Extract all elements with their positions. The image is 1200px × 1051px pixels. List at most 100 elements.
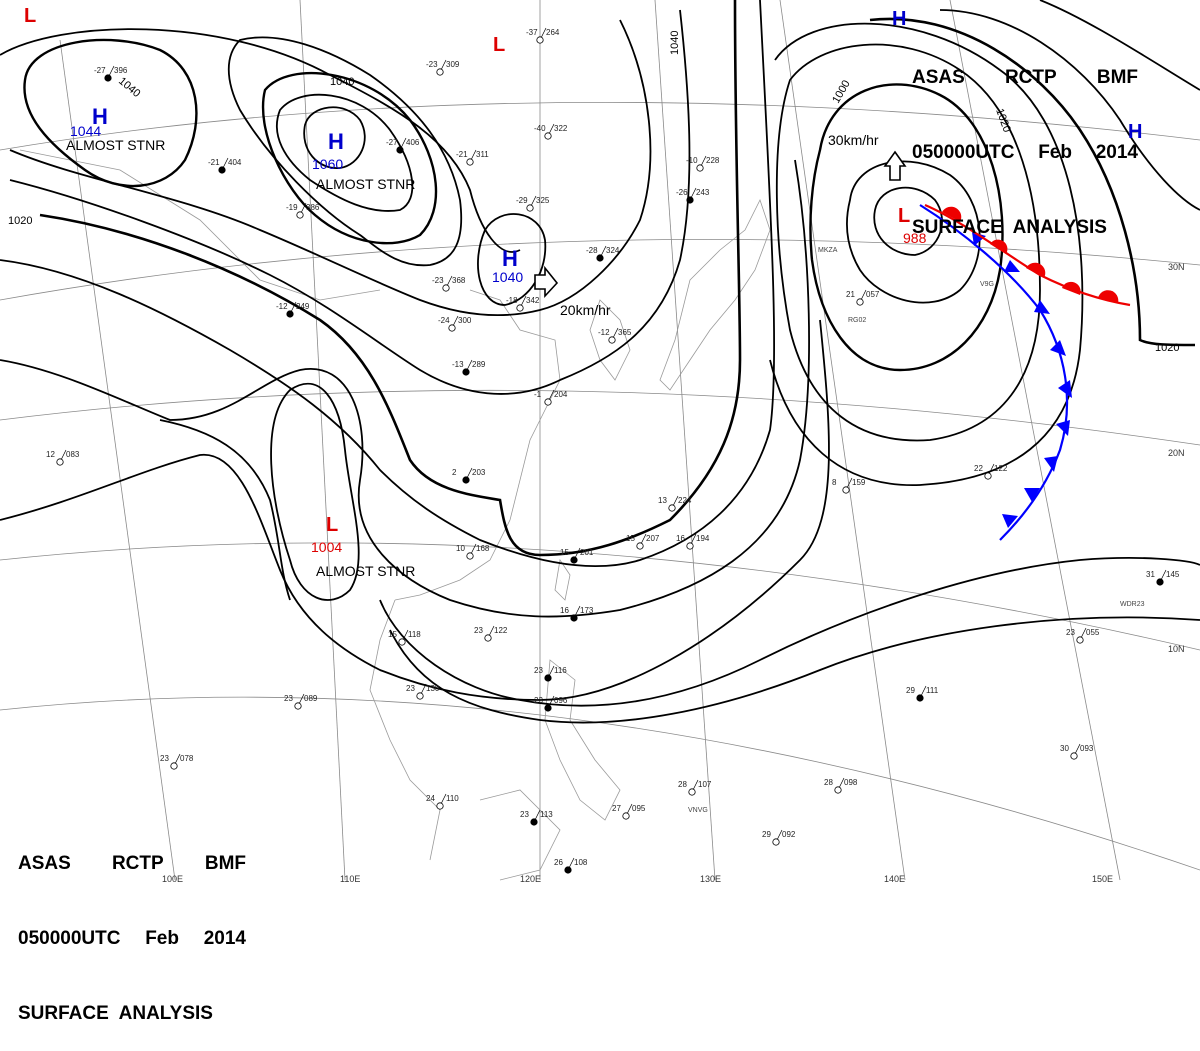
station-circle — [570, 556, 578, 564]
station-plot: 8 159 — [832, 477, 866, 494]
station-pressure: 113 — [540, 810, 553, 819]
warm-front-bump — [1026, 262, 1046, 278]
isobar-label: 1020 — [1155, 342, 1179, 354]
low-center-value: 988 — [903, 230, 927, 246]
motion-note: 20km/hr — [560, 302, 611, 318]
station-temp: 13 — [658, 496, 667, 505]
station-circle — [516, 304, 524, 312]
low-center-symbol: L — [24, 5, 36, 27]
center-annotations: ALMOST STNR ALMOST STNR 20km/hr 30km/hr … — [66, 132, 879, 579]
station-circle — [1070, 752, 1078, 760]
station-circle — [396, 146, 404, 154]
station-temp: 28 — [678, 780, 687, 789]
station-pressure: 108 — [574, 858, 588, 867]
station-pressure: 096 — [554, 696, 568, 705]
station-plot: 30 093 — [1060, 743, 1094, 760]
station-plot: -37 264 — [526, 27, 560, 44]
header-month: Feb — [1038, 142, 1072, 163]
station-pressure: 243 — [696, 188, 710, 197]
station-circle — [1156, 578, 1164, 586]
station-circle — [442, 284, 450, 292]
footer-line-1: ASAS RCTP BMF — [18, 851, 246, 876]
station-pressure: 118 — [408, 630, 421, 639]
station-plot: 24 110 — [426, 793, 459, 810]
station-pressure: 396 — [114, 66, 128, 75]
station-circle — [842, 486, 850, 494]
station-pressure: 368 — [452, 276, 466, 285]
station-pressure: 204 — [554, 390, 568, 399]
header-line-2: 050000UTC Feb 2014 — [912, 140, 1138, 165]
station-pressure: 145 — [1166, 570, 1180, 579]
station-temp: 15 — [626, 534, 635, 543]
station-pressure: 159 — [852, 478, 866, 487]
station-temp: 23 — [1066, 628, 1075, 637]
motion-note: ALMOST STNR — [66, 137, 165, 153]
station-pressure: 228 — [706, 156, 720, 165]
station-temp: 23 — [534, 696, 543, 705]
station-pressure: 089 — [304, 694, 318, 703]
chart-footer: ASAS RCTP BMF 050000UTC Feb 2014 SURFACE… — [18, 801, 246, 1051]
station-pressure: 324 — [606, 246, 620, 255]
parallel-40n — [0, 101, 1200, 151]
station-temp: -29 — [516, 196, 528, 205]
station-temp: -19 — [286, 203, 298, 212]
header-time: 050000UTC — [912, 142, 1015, 163]
high-center-symbol: H — [92, 104, 108, 129]
korea-coast — [589, 299, 631, 381]
station-plot: -19 386 — [286, 202, 320, 219]
cold-front-barb — [1034, 300, 1050, 314]
longitude-label: 120E — [520, 874, 541, 884]
isobar-low-ring-5 — [769, 22, 1084, 486]
station-pressure: 093 — [1080, 744, 1094, 753]
station-plot: 15 207 — [626, 533, 660, 550]
station-circle — [984, 472, 992, 480]
isobar-band-4 — [0, 0, 776, 567]
isobar-1000 — [809, 83, 1004, 372]
longitude-label: 130E — [700, 874, 721, 884]
low-center-symbol: L — [326, 514, 338, 536]
motion-arrow-east-icon — [534, 265, 559, 299]
station-plot: 21 057 — [846, 289, 880, 306]
station-circle — [170, 762, 178, 770]
station-pressure: 122 — [994, 464, 1008, 473]
station-pressure: 342 — [526, 296, 540, 305]
station-temp: 12 — [46, 450, 55, 459]
station-plot: -12 365 — [598, 327, 632, 344]
station-pressure: 224 — [678, 496, 692, 505]
station-temp: -27 — [386, 138, 398, 147]
isobar-east-1 — [869, 17, 1196, 347]
station-plot: 23 122 — [474, 625, 508, 642]
station-plot: 23 055 — [1066, 627, 1100, 644]
isobar-band-8 — [389, 616, 1200, 724]
station-temp: 16 — [560, 606, 569, 615]
footer-month: Feb — [145, 928, 179, 949]
station-id: RG02 — [848, 317, 866, 324]
high-center-symbol: H — [328, 129, 344, 154]
footer-year: 2014 — [203, 928, 246, 949]
station-circle — [686, 542, 694, 550]
station-pressure: 386 — [306, 203, 320, 212]
station-plot: 23 113 — [520, 809, 553, 826]
high-center-value: 1044 — [70, 123, 101, 139]
station-circle — [596, 254, 604, 262]
station-temp: 22 — [974, 464, 983, 473]
graticule — [0, 0, 1200, 881]
isobar-band-1 — [0, 28, 521, 253]
station-pressure: 322 — [554, 124, 568, 133]
warm-front-bump — [942, 206, 962, 222]
station-plot: 12 083 — [46, 449, 80, 466]
station-temp: -26 — [676, 188, 688, 197]
station-plot: -12 249 — [276, 301, 310, 318]
station-temp: -28 — [586, 246, 598, 255]
station-plot: -13 289 — [452, 359, 486, 376]
meridian-140e — [779, 0, 906, 881]
station-plot: -21 404 — [208, 157, 242, 174]
station-temp: 10 — [456, 544, 465, 553]
station-temp: -40 — [534, 124, 546, 133]
station-temp: 31 — [1146, 570, 1155, 579]
cold-front-barb — [1050, 340, 1066, 356]
station-temp: 23 — [520, 810, 529, 819]
station-plot: 10 168 — [456, 543, 490, 560]
station-circle — [916, 694, 924, 702]
station-circle — [56, 458, 64, 466]
